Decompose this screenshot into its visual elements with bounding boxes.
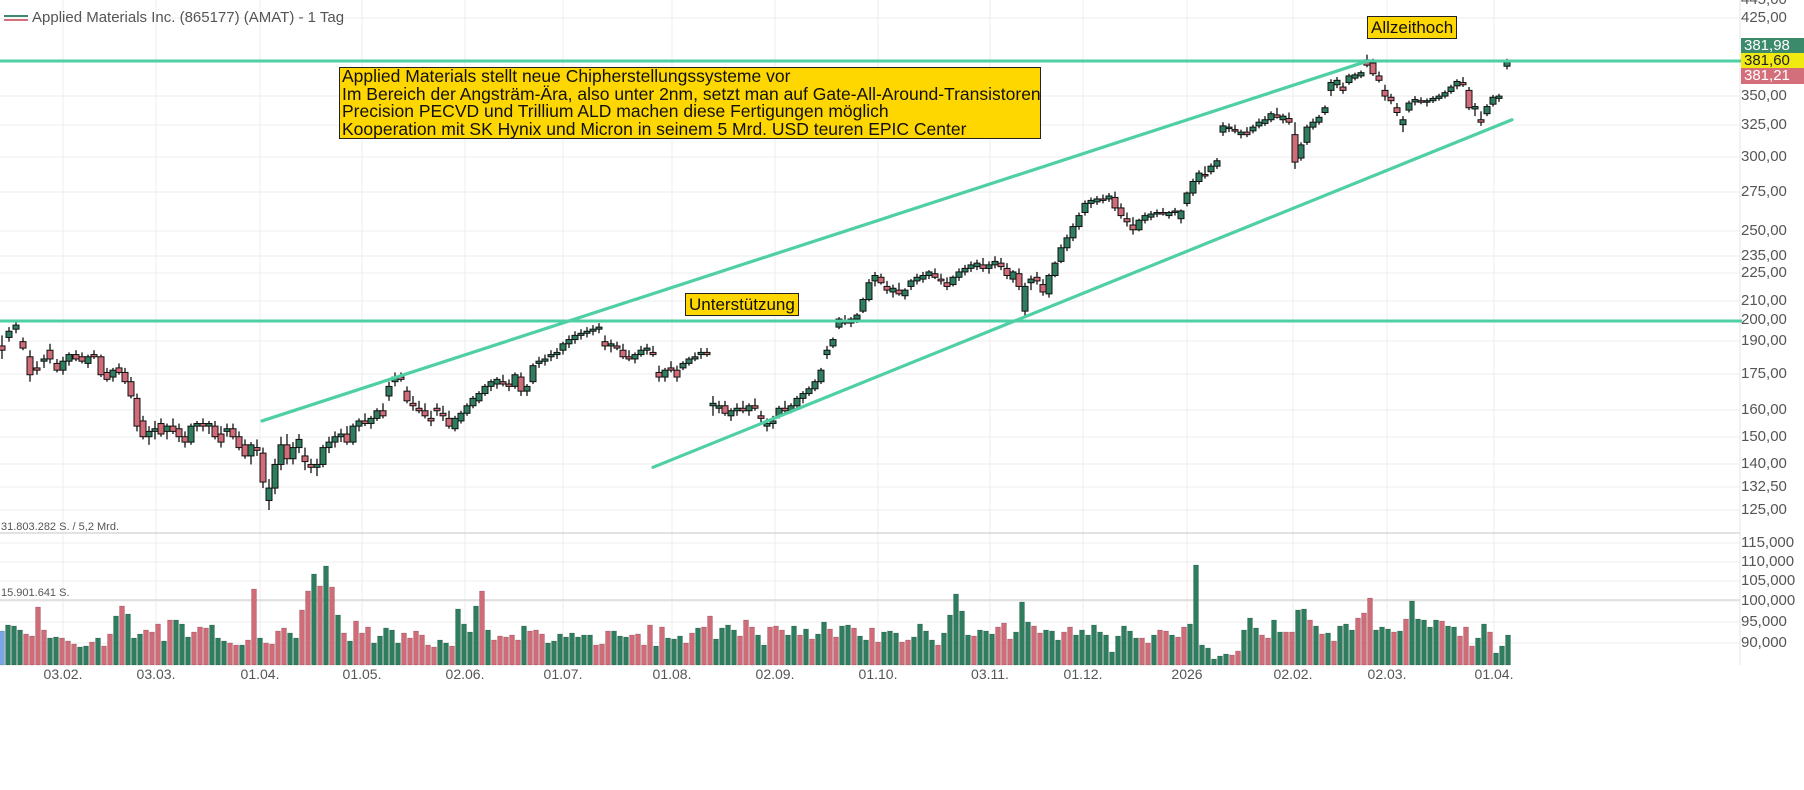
price-tag-high: 381,98 (1741, 38, 1804, 54)
news-line: Precision PECVD und Trillium ALD machen … (342, 101, 889, 121)
price-axis-label: 210,00 (1741, 292, 1787, 309)
price-axis-label: 445,00 (1741, 0, 1787, 8)
price-axis-label: 425,00 (1741, 9, 1787, 26)
time-axis-label: 03.03. (136, 666, 176, 682)
time-axis-label: 01.10. (858, 666, 898, 682)
volume-bars (0, 564, 1511, 666)
news-line: Applied Materials stellt neue Chipherste… (342, 66, 791, 86)
price-axis-label: 90,000 (1741, 634, 1787, 651)
price-axis-label: 110,000 (1741, 553, 1795, 570)
all-time-high-annotation[interactable]: Allzeithoch (1367, 16, 1458, 39)
price-axis-label: 95,000 (1741, 613, 1787, 630)
legend-candle-icon (4, 14, 28, 21)
price-axis-label: 105,000 (1741, 572, 1796, 589)
price-axis-label: 150,00 (1741, 428, 1787, 445)
price-axis-label: 132,50 (1741, 478, 1787, 495)
time-axis-label: 02.03. (1367, 666, 1407, 682)
price-axis-label: 140,00 (1741, 455, 1787, 472)
time-axis-label: 03.02. (43, 666, 83, 682)
price-axis-label: 175,00 (1741, 365, 1787, 382)
news-annotation[interactable]: Applied Materials stellt neue Chipherste… (339, 67, 1041, 139)
time-axis-label: 2026 (1171, 666, 1203, 682)
candlesticks (0, 54, 1511, 510)
news-line: Kooperation mit SK Hynix und Micron in s… (342, 118, 967, 139)
time-axis-label: 01.07. (543, 666, 583, 682)
volume-max-label: 31.803.282 S. / 5,2 Mrd. (1, 521, 120, 533)
trend-lines[interactable] (0, 59, 1742, 469)
price-axis-label: 325,00 (1741, 116, 1787, 133)
time-axis-label: 02.09. (755, 666, 795, 682)
time-axis-label: 01.04. (240, 666, 280, 682)
time-axis-label: 01.05. (342, 666, 382, 682)
news-line: Im Bereich der Angsträm-Ära, also unter … (342, 83, 1041, 104)
upper-channel (260, 59, 1370, 423)
price-axis-label: 275,00 (1741, 183, 1787, 200)
chart-title: Applied Materials Inc. (865177) (AMAT) -… (4, 9, 344, 26)
time-axis-label: 01.08. (652, 666, 692, 682)
time-axis-label: 01.04. (1474, 666, 1514, 682)
time-axis-label: 02.02. (1273, 666, 1313, 682)
price-tag-last: 381,60 (1741, 53, 1804, 69)
chart-title-text: Applied Materials Inc. (865177) (AMAT) -… (32, 9, 345, 26)
price-axis-label: 125,00 (1741, 501, 1787, 518)
price-axis-label: 160,00 (1741, 401, 1787, 418)
lower-channel (651, 118, 1514, 469)
price-axis-label: 250,00 (1741, 222, 1787, 239)
volume-mid-label: 15.901.641 S. (1, 587, 70, 599)
price-axis-label: 350,00 (1741, 87, 1787, 104)
price-axis-label: 100,000 (1741, 592, 1796, 609)
time-axis-label: 03.11. (971, 666, 1009, 682)
price-axis-label: 200,00 (1741, 311, 1787, 328)
price-axis-label: 235,00 (1741, 247, 1787, 264)
time-axis-label: 02.06. (445, 666, 485, 682)
support-annotation[interactable]: Unterstützung (685, 293, 799, 316)
price-axis-label: 115,000 (1741, 534, 1795, 551)
time-axis-label: 01.12. (1063, 666, 1103, 682)
price-axis-label: 300,00 (1741, 148, 1787, 165)
price-axis-label: 190,00 (1741, 332, 1787, 349)
price-axis-label: 225,00 (1741, 264, 1787, 281)
price-tag-low: 381,21 (1741, 68, 1804, 84)
